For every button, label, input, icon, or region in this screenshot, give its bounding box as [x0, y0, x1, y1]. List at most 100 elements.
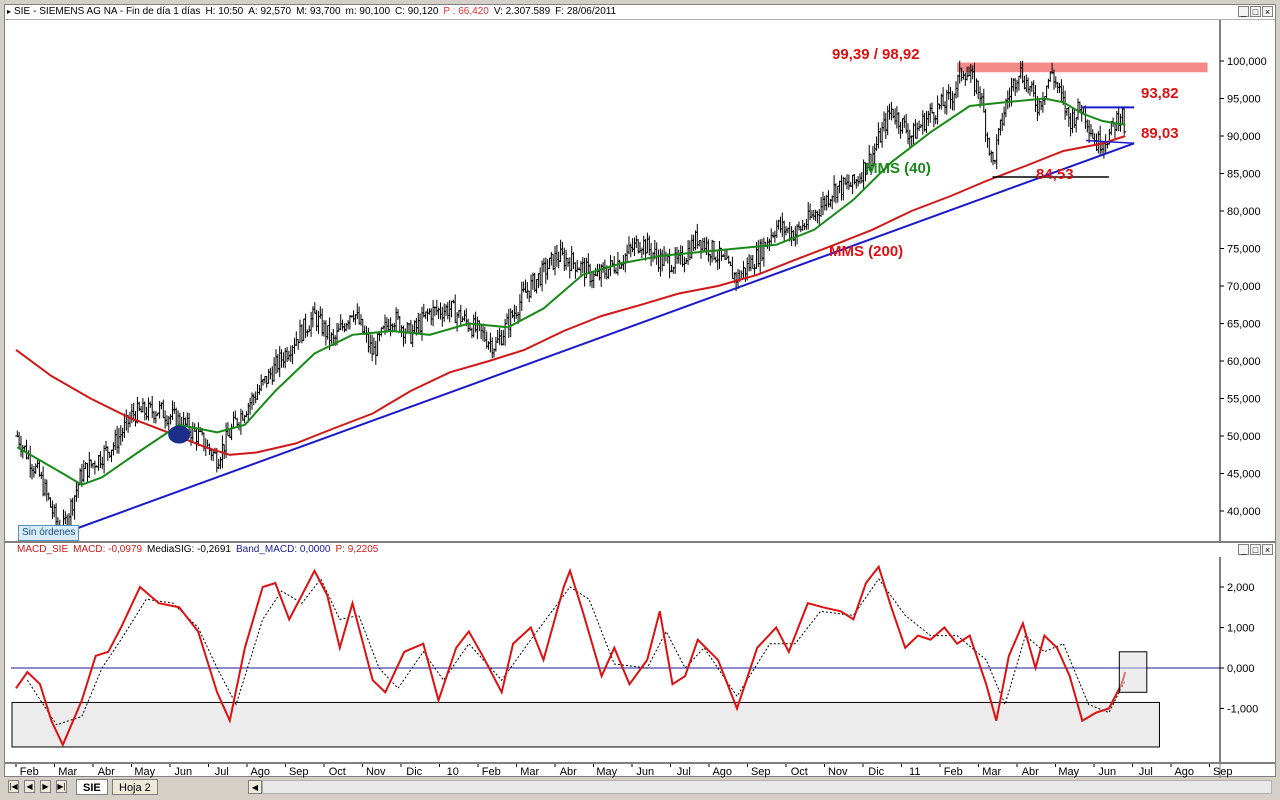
price-y-tick-label: 65,000 [1227, 319, 1261, 331]
x-axis-label: Jun [174, 766, 192, 778]
macd-y-tick-label: -1,000 [1227, 704, 1258, 716]
minimize-button[interactable]: _ [1238, 6, 1249, 17]
tab-sie[interactable]: SIE [76, 779, 108, 795]
x-axis-label: Feb [482, 766, 501, 778]
instrument-name: - SIEMENS AG NA - Fin de día 1 días [33, 6, 201, 17]
x-axis-label: Jul [677, 766, 691, 778]
macd-minimize-button[interactable]: _ [1238, 544, 1249, 555]
price-y-tick-label: 75,000 [1227, 244, 1261, 256]
x-axis-label: Dic [406, 766, 422, 778]
macd-chart[interactable]: 2,000 1,000 0,000 -1,000 [5, 557, 1276, 762]
last-sheet-button[interactable]: ▶| [56, 780, 67, 793]
price-y-tick-label: 80,000 [1227, 206, 1261, 218]
price-y-tick-label: 95,000 [1227, 94, 1261, 106]
macd-value: MACD: -0,0979 [73, 544, 143, 555]
macd-close-button[interactable]: × [1262, 544, 1273, 555]
price-y-tick-label: 100,000 [1227, 56, 1267, 68]
price-y-tick-label: 70,000 [1227, 281, 1261, 293]
crossover-marker-icon [168, 425, 191, 444]
price-y-tick-label: 40,000 [1227, 506, 1261, 518]
symbol: SIE [14, 6, 31, 17]
tab-hoja-2[interactable]: Hoja 2 [112, 779, 158, 795]
open-value: A: 92,570 [248, 6, 292, 17]
sma40-label: MMS (40) [865, 160, 931, 177]
x-axis-label: Abr [98, 766, 115, 778]
next-sheet-button[interactable]: ▶ [40, 780, 51, 793]
prev-sheet-button[interactable]: ◀ [24, 780, 35, 793]
sma40-line [16, 97, 1126, 486]
x-axis-label: Ago [712, 766, 732, 778]
macd-header: MACD_SIE MACD: -0,0979 MediaSIG: -0,2691 Ba… [5, 543, 1275, 557]
macd-band [11, 701, 1160, 748]
x-axis-label: Mar [520, 766, 539, 778]
x-axis-label: Sep [1213, 766, 1233, 778]
apex-line [1086, 139, 1135, 145]
x-axis-label: Ago [1174, 766, 1194, 778]
scroll-left-button[interactable]: ◀ [248, 780, 262, 794]
sma200-line [15, 135, 1126, 456]
x-axis-label: Jun [1098, 766, 1116, 778]
x-axis-label: May [1058, 766, 1079, 778]
price-panel[interactable]: ▸ SIE - SIEMENS AG NA - Fin de día 1 días H… [4, 4, 1276, 542]
x-axis-label: Mar [982, 766, 1001, 778]
x-axis-label: Jul [1139, 766, 1153, 778]
high-value: M: 93,700 [296, 6, 341, 17]
trendline [62, 142, 1135, 535]
support-label: 84,53 [1036, 166, 1074, 183]
macd-y-tick-label: 1,000 [1227, 623, 1255, 635]
sma200-label: MMS (200) [829, 243, 903, 260]
x-axis-label: Oct [791, 766, 808, 778]
x-axis-label: Jun [636, 766, 654, 778]
x-axis: Feb Mar Abr May Jun Jul Ago Sep Oct Nov Dic 10 Feb Ma… [4, 763, 1276, 778]
macd-line [15, 564, 1127, 748]
x-axis-label: Sep [751, 766, 771, 778]
x-axis-label: Ago [250, 766, 270, 778]
x-axis-label: Feb [944, 766, 963, 778]
volume-value: V: 2.307.589 [493, 6, 551, 17]
macd-signal-line [26, 577, 1126, 726]
x-axis-label: 11 [909, 766, 920, 778]
close-button[interactable]: × [1262, 6, 1273, 17]
macd-y-tick-label: 2,000 [1227, 582, 1255, 594]
close-value: C: 90,120 [395, 6, 439, 17]
x-axis-label: Nov [366, 766, 386, 778]
first-sheet-button[interactable]: |◀ [8, 780, 19, 793]
maximize-button[interactable]: □ [1250, 6, 1261, 17]
price-chart[interactable]: 40,000 45,000 50,000 55,000 60,000 65,000 70,0… [5, 20, 1276, 542]
price-y-tick-label: 45,000 [1227, 469, 1261, 481]
price-y-tick-label: 60,000 [1227, 356, 1261, 368]
resistance-label: 99,39 / 98,92 [832, 46, 920, 63]
x-axis-label: Nov [828, 766, 848, 778]
x-axis-label: Abr [1022, 766, 1039, 778]
x-axis-label: May [596, 766, 617, 778]
macd-y-tick-label: 0,000 [1227, 663, 1255, 675]
p-value: P: 9,2205 [335, 544, 379, 555]
level-89-label: 89,03 [1141, 125, 1179, 142]
band-value: Band_MACD: 0,0000 [235, 544, 331, 555]
price-y-tick-label: 50,000 [1227, 431, 1261, 443]
pct-value: P : 66,420 [443, 6, 489, 17]
x-axis-label: Mar [58, 766, 77, 778]
price-y-tick-label: 85,000 [1227, 169, 1261, 181]
orders-badge[interactable]: Sin órdenes [18, 525, 80, 541]
macd-panel[interactable]: MACD_SIE MACD: -0,0979 MediaSIG: -0,2691 Ba… [4, 542, 1276, 763]
x-axis-label: Oct [329, 766, 346, 778]
x-axis-label: Abr [560, 766, 577, 778]
signal-value: MediaSIG: -0,2691 [147, 544, 231, 555]
x-axis-label: May [134, 766, 155, 778]
macd-highlight-box [1118, 651, 1148, 693]
resistance-zone [957, 62, 1208, 73]
x-axis-label: Feb [20, 766, 39, 778]
horizontal-scrollbar[interactable] [262, 780, 1272, 794]
x-axis-labels: Feb Mar Abr May Jun Jul Ago Sep Oct Nov Dic 10 Feb Ma… [15, 764, 1233, 778]
sheet-tabs-bar: |◀ ◀ ▶ ▶| SIE Hoja 2 ◀ [4, 778, 1276, 796]
price-y-tick-label: 55,000 [1227, 394, 1261, 406]
date-value: F: 28/06/2011 [555, 6, 617, 17]
macd-maximize-button[interactable]: □ [1250, 544, 1261, 555]
low-value: m: 90,100 [345, 6, 391, 17]
collapse-arrow-icon[interactable]: ▸ [7, 7, 12, 16]
price-header: ▸ SIE - SIEMENS AG NA - Fin de día 1 días H… [5, 5, 1275, 20]
hour-value: H: 10:50 [205, 6, 244, 17]
level-93-label: 93,82 [1141, 85, 1179, 102]
macd-name: MACD_SIE [17, 544, 69, 555]
